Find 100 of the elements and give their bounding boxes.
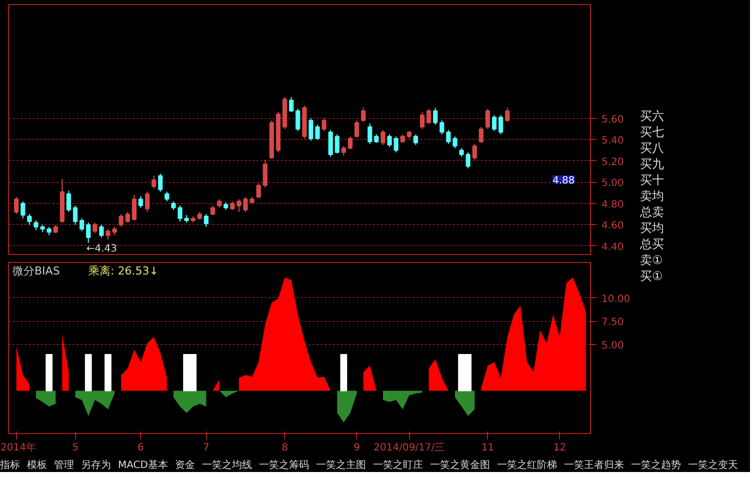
x-tick-label: 7	[203, 442, 210, 454]
candlestick	[380, 130, 386, 146]
text: 一笑王者归来	[564, 460, 624, 471]
text: 一笑之盯庄	[372, 460, 423, 471]
x-tick-label: 5	[72, 442, 78, 454]
y-tick-label: 7.50	[602, 317, 624, 328]
candlestick	[394, 136, 398, 153]
candlestick	[420, 111, 425, 130]
text: 指标	[0, 460, 20, 471]
text: 模板	[27, 460, 47, 471]
candlestick	[118, 214, 124, 228]
candlestick	[296, 108, 300, 132]
x-tick-label: 9	[354, 442, 360, 454]
x-tick-label: 11	[481, 442, 494, 454]
text: 一笑之主图	[316, 460, 366, 471]
y-tick-label: 5.20	[602, 156, 624, 168]
candlestick	[472, 143, 477, 160]
text: 一笑之筹码	[258, 460, 309, 471]
candlestick	[322, 118, 326, 132]
candlestick	[158, 173, 163, 192]
candlestick	[492, 114, 497, 132]
candlestick	[144, 191, 150, 212]
y-tick-label: 5.40	[602, 136, 624, 147]
candlestick	[433, 107, 438, 126]
y-tick-label: 4.60	[602, 220, 624, 232]
candlestick	[86, 222, 91, 244]
text: 买九	[640, 156, 664, 172]
chart-subtitle: 乘离: 26.53↓	[88, 264, 158, 278]
y-tick-label: 4.40	[602, 242, 624, 253]
text: 买八	[640, 140, 664, 156]
x-tick-label: 8	[282, 442, 288, 454]
candlestick	[204, 214, 209, 228]
candlestick	[20, 200, 26, 219]
text: 总买	[640, 236, 664, 252]
candlestick	[152, 175, 156, 190]
text: 另存为	[81, 460, 111, 471]
candlestick	[164, 191, 170, 202]
candlestick	[138, 195, 144, 208]
text: 买七	[640, 124, 664, 140]
candlestick	[92, 222, 98, 234]
text: 管理	[54, 460, 74, 471]
candlestick	[262, 159, 268, 188]
candlestick	[210, 205, 216, 216]
candlestick	[34, 220, 38, 231]
text: 买六	[640, 108, 664, 124]
candlestick	[485, 108, 490, 130]
candlestick	[368, 123, 372, 144]
candlestick	[446, 130, 451, 144]
text: 一笑之黄金图	[430, 460, 490, 471]
text: 一笑之变天	[688, 460, 738, 471]
y-tick-label: 5.60	[602, 114, 624, 126]
y-tick-label: 4.80	[602, 199, 624, 210]
text: 总卖	[640, 204, 664, 220]
candlestick	[27, 214, 32, 226]
candlestick	[14, 196, 19, 215]
candlestick	[440, 120, 444, 135]
candlestick	[361, 107, 366, 122]
candlestick	[452, 136, 458, 149]
x-tick-label: 2014/09/17/三	[374, 442, 445, 454]
candlestick	[289, 96, 294, 112]
text: 卖均	[640, 188, 664, 204]
y-tick-label: 5.00	[602, 340, 624, 352]
candlestick	[132, 194, 136, 221]
x-tick-label: 12	[553, 442, 566, 454]
text: MACD基本	[118, 460, 168, 471]
candlestick	[387, 134, 392, 148]
annotation: ←4.43	[86, 243, 118, 254]
text: 一笑之趋势	[630, 460, 681, 471]
candlestick	[125, 211, 130, 224]
candlestick	[478, 126, 484, 144]
candlestick	[256, 182, 261, 199]
candlestick	[236, 198, 242, 212]
text: 买①	[640, 268, 664, 284]
candlestick	[80, 218, 84, 232]
text: 一笑之均线	[202, 460, 252, 471]
text: 资金	[174, 460, 195, 471]
candlestick	[348, 136, 353, 150]
candlestick	[328, 130, 333, 158]
x-tick-label: 6	[138, 442, 144, 454]
candlestick	[341, 145, 346, 156]
candlestick	[354, 120, 360, 138]
text: 卖①	[640, 252, 664, 268]
candlestick	[498, 114, 504, 135]
x-tick-label: 2014年	[0, 442, 36, 454]
chart-title: 微分BIAS	[12, 264, 60, 278]
candlestick	[505, 107, 510, 122]
candlestick	[66, 190, 72, 212]
candlestick	[99, 224, 104, 238]
candlestick	[413, 134, 418, 146]
candlestick	[178, 205, 182, 222]
candlestick	[106, 228, 110, 240]
y-tick-label: 5.00	[602, 178, 624, 190]
text: 买十	[640, 172, 664, 188]
candlestick	[72, 205, 78, 226]
text: 一笑之红阶梯	[496, 460, 557, 471]
candlestick	[466, 152, 470, 169]
candlestick	[334, 134, 340, 154]
y-tick-label: 10.00	[602, 294, 630, 305]
candlestick	[426, 108, 432, 124]
text: 买均	[640, 220, 664, 236]
